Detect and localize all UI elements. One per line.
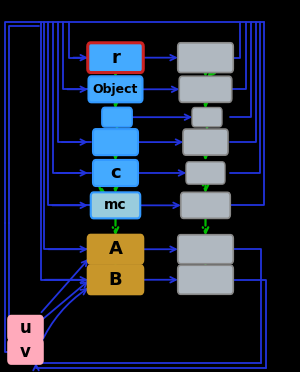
FancyBboxPatch shape bbox=[192, 108, 222, 127]
FancyBboxPatch shape bbox=[178, 235, 233, 264]
FancyBboxPatch shape bbox=[8, 339, 43, 364]
FancyBboxPatch shape bbox=[178, 265, 233, 294]
FancyBboxPatch shape bbox=[88, 235, 143, 264]
FancyBboxPatch shape bbox=[179, 76, 232, 102]
FancyBboxPatch shape bbox=[93, 129, 138, 155]
FancyBboxPatch shape bbox=[91, 192, 140, 218]
FancyBboxPatch shape bbox=[178, 43, 233, 73]
FancyBboxPatch shape bbox=[181, 192, 230, 218]
FancyBboxPatch shape bbox=[88, 265, 143, 294]
FancyBboxPatch shape bbox=[93, 160, 138, 186]
FancyBboxPatch shape bbox=[8, 316, 43, 340]
Text: u: u bbox=[20, 319, 32, 337]
FancyBboxPatch shape bbox=[88, 76, 142, 102]
Text: Object: Object bbox=[93, 83, 138, 96]
Text: A: A bbox=[109, 240, 122, 258]
Text: mc: mc bbox=[104, 198, 127, 212]
FancyBboxPatch shape bbox=[183, 129, 228, 155]
FancyBboxPatch shape bbox=[88, 43, 143, 73]
Text: B: B bbox=[109, 271, 122, 289]
Text: v: v bbox=[20, 343, 31, 360]
FancyBboxPatch shape bbox=[186, 162, 225, 184]
Text: r: r bbox=[111, 49, 120, 67]
FancyBboxPatch shape bbox=[102, 108, 132, 127]
Text: c: c bbox=[110, 164, 121, 182]
